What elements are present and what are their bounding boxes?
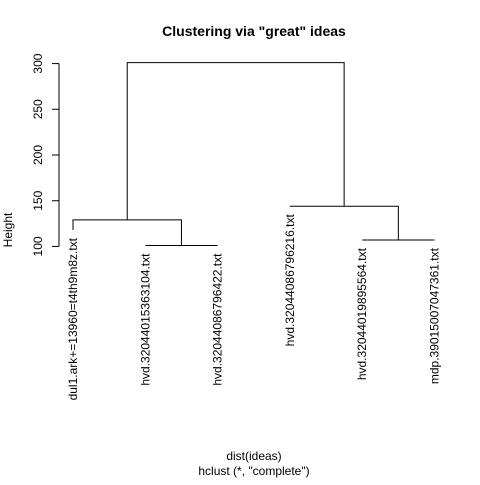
leaf-label: hvd.32044015363104.txt xyxy=(138,253,152,386)
dendrogram-link xyxy=(289,205,399,241)
leaf-label: hvd.32044086796422.txt xyxy=(211,253,225,386)
y-tick-label: 300 xyxy=(31,53,45,73)
y-tick-label: 250 xyxy=(31,99,45,119)
chart-title: Clustering via "great" ideas xyxy=(162,23,346,39)
leaf-labels: dul1.ark+=13960=t4th9m8z.txt hvd.32044015… xyxy=(66,214,442,401)
dendrogram-link xyxy=(72,219,182,246)
dendrogram-links xyxy=(72,62,435,247)
leaf-label: mdp.39015007047361.txt xyxy=(428,247,442,384)
y-axis-label: Height xyxy=(1,212,15,247)
leaf-label: hvd.32044086796216.txt xyxy=(283,214,297,347)
method-label: hclust (*, "complete") xyxy=(198,464,309,478)
leaf-label: hvd.32044019895564.txt xyxy=(355,247,369,380)
x-axis-label: dist(ideas) xyxy=(226,449,281,463)
y-tick-label: 200 xyxy=(31,145,45,165)
y-axis: 100 150 200 250 300 xyxy=(31,53,60,256)
y-tick-label: 100 xyxy=(31,236,45,256)
y-tick-label: 150 xyxy=(31,190,45,210)
leaf-label: dul1.ark+=13960=t4th9m8z.txt xyxy=(66,237,80,400)
dendrogram-link xyxy=(126,62,345,220)
